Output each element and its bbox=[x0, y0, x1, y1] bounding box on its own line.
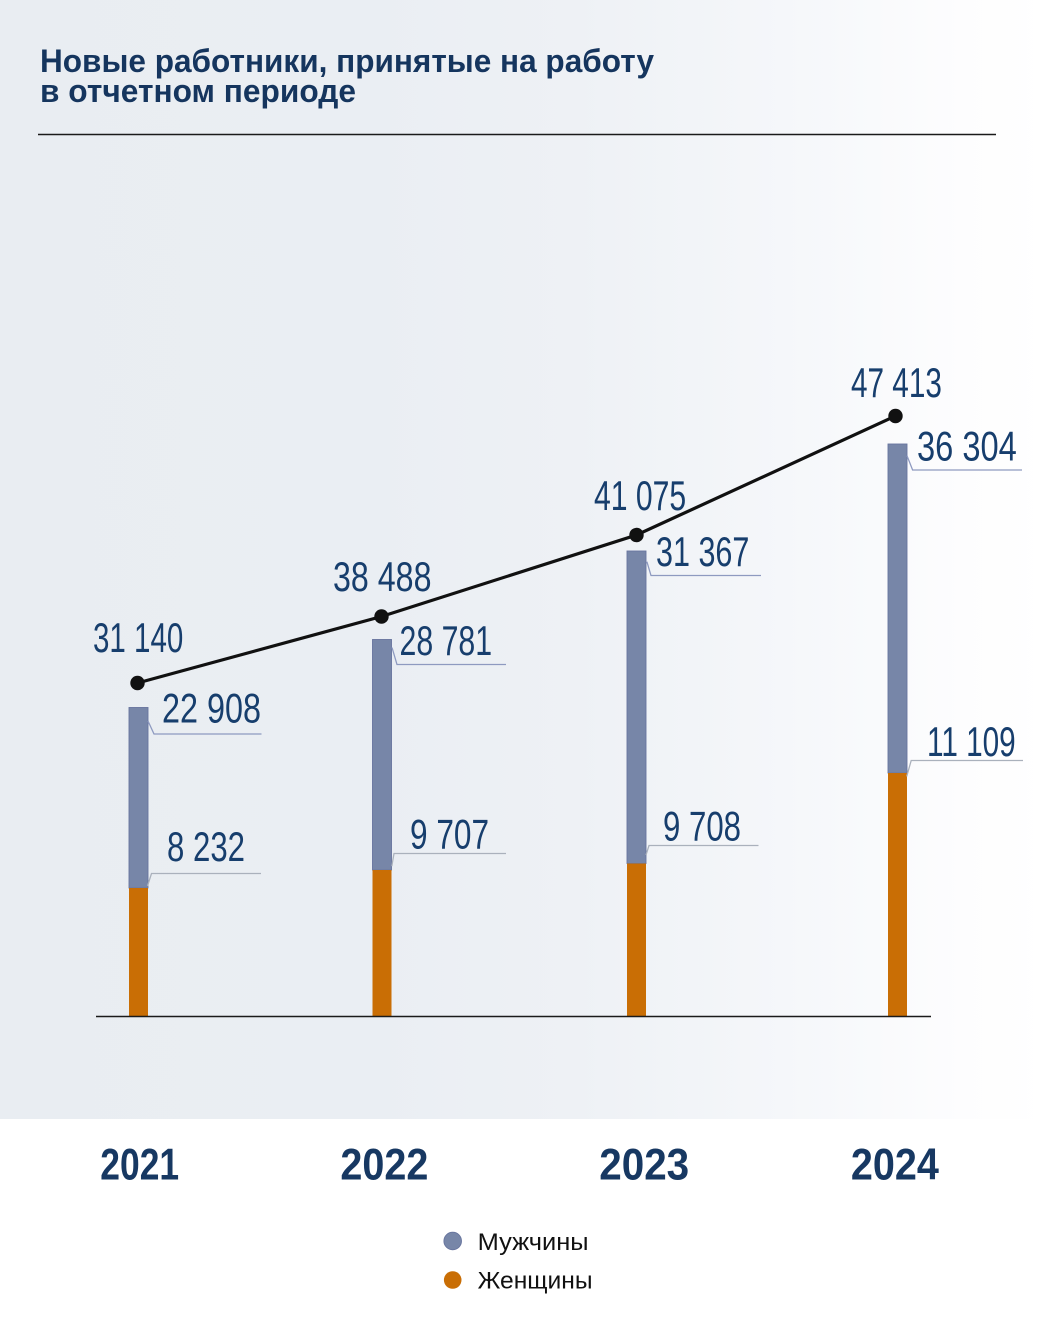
svg-text:22 908: 22 908 bbox=[162, 685, 261, 732]
svg-text:36 304: 36 304 bbox=[917, 423, 1017, 470]
svg-text:31 140: 31 140 bbox=[93, 614, 183, 661]
svg-text:9 707: 9 707 bbox=[410, 811, 489, 858]
svg-text:2022: 2022 bbox=[340, 1141, 428, 1190]
svg-text:Женщины: Женщины bbox=[478, 1268, 593, 1295]
svg-text:38 488: 38 488 bbox=[333, 553, 432, 600]
svg-text:Мужчины: Мужчины bbox=[478, 1229, 589, 1256]
svg-text:Новые работники, принятые на р: Новые работники, принятые на работу bbox=[40, 43, 654, 79]
svg-text:41 075: 41 075 bbox=[594, 472, 686, 519]
svg-text:31 367: 31 367 bbox=[656, 528, 749, 575]
svg-text:2023: 2023 bbox=[599, 1141, 689, 1190]
svg-text:в отчетном периоде: в отчетном периоде bbox=[40, 73, 356, 109]
svg-text:8 232: 8 232 bbox=[167, 823, 245, 870]
svg-text:28 781: 28 781 bbox=[400, 617, 493, 664]
svg-text:2021: 2021 bbox=[100, 1141, 179, 1190]
svg-text:11 109: 11 109 bbox=[927, 718, 1016, 765]
svg-text:9 708: 9 708 bbox=[663, 803, 741, 850]
svg-text:47 413: 47 413 bbox=[851, 359, 942, 406]
svg-text:2024: 2024 bbox=[851, 1141, 939, 1190]
